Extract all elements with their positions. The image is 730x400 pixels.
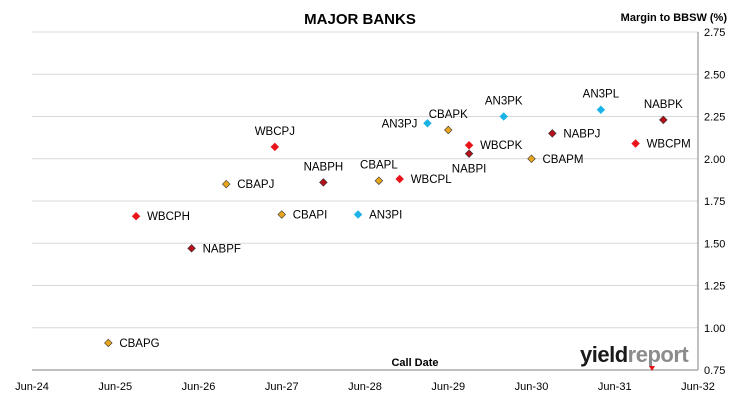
label-an3pj: AN3PJ: [382, 118, 418, 130]
label-cbapg: CBAPG: [119, 338, 159, 350]
data-points: [104, 105, 668, 348]
y-tick-label: 2.00: [704, 154, 725, 166]
label-wbcpl: WBCPL: [411, 174, 453, 186]
point-cbapk: [444, 125, 453, 135]
y-tick-label: 2.25: [704, 112, 725, 124]
point-cbapi: [277, 210, 286, 219]
point-an3pj: [423, 119, 432, 128]
y-tick-label: 1.75: [704, 196, 725, 208]
logo-part-yield: yield: [580, 342, 628, 367]
point-wbcpm: [631, 139, 640, 148]
y-tick-label: 1.50: [704, 238, 725, 250]
label-wbcpm: WBCPM: [647, 139, 691, 151]
label-nabpk: NABPK: [644, 99, 683, 111]
label-cbapi: CBAPI: [293, 210, 328, 222]
label-wbcpk: WBCPK: [480, 140, 523, 152]
x-tick-label: Jun-27: [265, 381, 299, 393]
y-tick-labels: 0.75 1.00 1.25 1.50 1.75 2.00 2.25 2.50 2.75: [704, 27, 725, 377]
y-tick-label: 0.75: [704, 365, 725, 377]
logo-text: yieldreport: [580, 342, 689, 367]
point-an3pl: [596, 105, 606, 114]
x-tick-labels: Jun-24 Jun-25 Jun-26 Jun-27 Jun-28 Jun-29 Jun-…: [15, 381, 715, 393]
point-an3pi: [353, 210, 363, 219]
data-labels: CBAPG WBCPH NABPF CBAPJ WBCPJ CBAPI NABPH AN3PI…: [119, 89, 690, 350]
point-wbcpk: [464, 141, 474, 150]
logo-accent-icon: [649, 366, 655, 371]
point-nabpk: [659, 115, 668, 125]
label-nabph: NABPH: [304, 161, 344, 173]
logo-part-report: report: [628, 342, 690, 367]
label-cbapk: CBAPK: [429, 109, 468, 121]
point-cbapj: [222, 179, 231, 189]
x-tick-label: Jun-30: [515, 381, 549, 393]
label-an3pi: AN3PI: [369, 210, 402, 222]
point-cbapg: [104, 338, 113, 348]
y-tick-label: 2.50: [704, 69, 725, 81]
label-cbapl: CBAPL: [360, 160, 398, 172]
point-wbcpj: [270, 142, 280, 152]
label-cbapj: CBAPJ: [237, 179, 274, 191]
label-wbcpj: WBCPJ: [255, 126, 295, 138]
x-tick-label: Jun-24: [15, 381, 49, 393]
label-an3pl: AN3PL: [583, 89, 620, 101]
point-wbcpl: [395, 174, 404, 184]
x-tick-label: Jun-25: [98, 381, 132, 393]
label-an3pk: AN3PK: [485, 96, 523, 108]
point-an3pk: [499, 112, 508, 121]
x-tick-label: Jun-31: [598, 381, 632, 393]
x-axis-label: Call Date: [391, 357, 438, 369]
x-tick-label: Jun-26: [182, 381, 216, 393]
point-nabpf: [187, 244, 196, 253]
point-nabpj: [548, 129, 557, 138]
y-tick-label: 2.75: [704, 27, 725, 39]
y-axis-label: Margin to BBSW (%): [621, 12, 728, 24]
y-tick-label: 1.00: [704, 323, 725, 335]
point-cbapm: [527, 154, 536, 163]
point-nabpi: [464, 149, 474, 158]
label-wbcph: WBCPH: [147, 211, 190, 223]
x-tick-label: Jun-28: [348, 381, 382, 393]
chart-title: MAJOR BANKS: [304, 11, 416, 28]
label-cbapm: CBAPM: [543, 154, 584, 166]
gridlines: [32, 31, 698, 329]
label-nabpj: NABPJ: [563, 128, 600, 140]
label-nabpi: NABPI: [452, 164, 487, 176]
x-tick-label: Jun-29: [431, 381, 465, 393]
point-wbcph: [131, 211, 141, 221]
point-cbapl: [374, 176, 384, 185]
x-tick-label: Jun-32: [681, 381, 715, 393]
label-nabpf: NABPF: [203, 243, 241, 255]
y-tick-label: 1.25: [704, 281, 725, 293]
logo: yieldreport: [580, 342, 690, 371]
point-nabph: [319, 178, 328, 187]
